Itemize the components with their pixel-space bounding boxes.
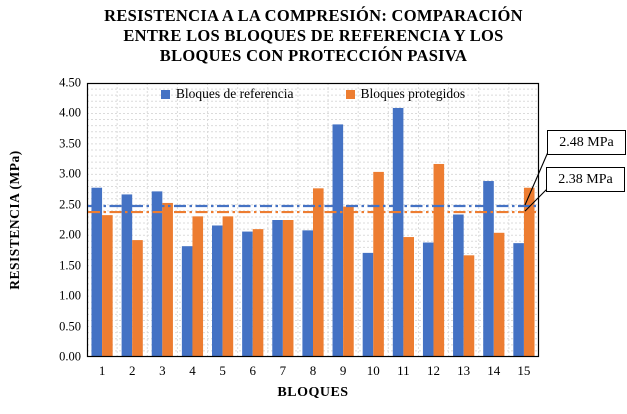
- bar-protegidos-14: [493, 232, 505, 357]
- legend-swatch-protegidos: [345, 89, 355, 99]
- x-tick-10: 10: [366, 363, 380, 378]
- legend: Bloques de referencia Bloques protegidos: [87, 86, 539, 102]
- x-tick-13: 13: [457, 363, 471, 378]
- legend-item-protegidos: Bloques protegidos: [345, 86, 466, 102]
- bar-protegidos-10: [373, 171, 384, 357]
- bar-referencia-8: [302, 230, 313, 357]
- x-tick-5: 5: [219, 363, 226, 378]
- bar-protegidos-13: [463, 255, 475, 357]
- plot-border: [86, 82, 540, 358]
- bar-referencia-12: [422, 242, 434, 357]
- x-tick-11: 11: [397, 363, 410, 378]
- mean-callout-referencia: 2.48 MPa: [547, 130, 626, 155]
- y-tick-0.00: 0.00: [59, 349, 81, 364]
- bar-protegidos-9: [343, 206, 354, 357]
- chart-title-line-2: ENTRE LOS BLOQUES DE REFERENCIA Y LOS: [123, 26, 504, 45]
- bar-protegidos-8: [313, 188, 324, 357]
- legend-label-referencia: Bloques de referencia: [175, 86, 294, 101]
- y-tick-2.00: 2.00: [59, 227, 81, 242]
- y-tick-1.50: 1.50: [59, 258, 81, 273]
- x-tick-8: 8: [309, 363, 317, 378]
- y-tick-4.50: 4.50: [59, 75, 81, 90]
- x-tick-9: 9: [339, 363, 347, 378]
- chart-title: RESISTENCIA A LA COMPRESIÓN: COMPARACIÓN…: [0, 6, 627, 66]
- bar-protegidos-5: [222, 216, 234, 357]
- chart-title-line-3: BLOQUES CON PROTECCIÓN PASIVA: [159, 46, 468, 65]
- bar-referencia-9: [332, 124, 344, 357]
- bar-protegidos-2: [132, 240, 143, 357]
- bar-referencia-13: [453, 214, 464, 357]
- mean-callout-protegidos: 2.38 MPa: [546, 167, 625, 192]
- x-tick-14: 14: [487, 363, 501, 378]
- bar-protegidos-6: [252, 229, 264, 357]
- x-tick-15: 15: [517, 363, 531, 378]
- x-tick-3: 3: [159, 363, 166, 378]
- bar-referencia-14: [483, 181, 494, 357]
- bar-referencia-15: [513, 243, 524, 357]
- y-tick-3.00: 3.00: [59, 166, 81, 181]
- bar-protegidos-7: [282, 220, 294, 357]
- legend-item-referencia: Bloques de referencia: [160, 86, 294, 102]
- legend-swatch-referencia: [160, 89, 170, 99]
- bar-referencia-2: [121, 194, 133, 357]
- bar-referencia-10: [362, 252, 374, 357]
- bar-referencia-5: [212, 225, 223, 357]
- bar-protegidos-12: [433, 163, 445, 357]
- chart-title-line-1: RESISTENCIA A LA COMPRESIÓN: COMPARACIÓN: [104, 6, 523, 25]
- bar-protegidos-1: [102, 215, 113, 357]
- callout-leader-line: [524, 188, 548, 212]
- x-axis-title: BLOQUES: [277, 385, 349, 400]
- bar-referencia-4: [181, 246, 193, 357]
- y-tick-4.00: 4.00: [59, 105, 81, 120]
- bar-protegidos-3: [162, 202, 173, 357]
- x-tick-6: 6: [249, 363, 256, 378]
- bar-protegidos-11: [403, 237, 414, 357]
- bar-protegidos-15: [523, 187, 535, 357]
- bar-referencia-3: [151, 191, 163, 357]
- x-tick-7: 7: [279, 363, 287, 378]
- x-tick-2: 2: [128, 363, 136, 378]
- y-tick-3.50: 3.50: [59, 136, 81, 151]
- x-tick-12: 12: [427, 363, 441, 378]
- bar-referencia-7: [272, 220, 283, 357]
- x-tick-4: 4: [189, 363, 196, 378]
- bar-protegidos-4: [192, 216, 204, 357]
- bar-referencia-11: [392, 107, 404, 357]
- y-tick-1.00: 1.00: [59, 288, 81, 303]
- legend-label-protegidos: Bloques protegidos: [360, 86, 466, 101]
- callout-leader-line: [524, 151, 549, 206]
- x-tick-1: 1: [98, 363, 106, 378]
- bar-referencia-6: [242, 231, 253, 357]
- y-axis-title: RESISTENCIA (MPa): [7, 150, 22, 290]
- y-tick-2.50: 2.50: [59, 197, 81, 212]
- bar-referencia-1: [91, 187, 103, 357]
- y-tick-0.50: 0.50: [59, 319, 81, 334]
